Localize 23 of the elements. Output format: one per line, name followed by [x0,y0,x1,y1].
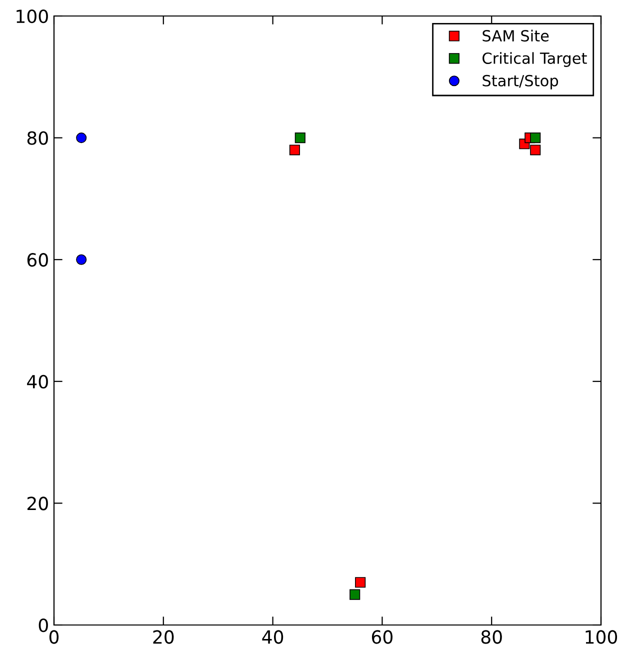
y-tick-label: 0 [38,618,48,632]
legend-label: Start/Stop [482,74,558,90]
point [350,589,360,600]
legend-label: Critical Target [482,52,587,67]
point [76,132,87,144]
y-tick-label: 80 [27,131,48,145]
legend-label: SAM Site [482,30,549,42]
y-tick-label: 20 [27,496,48,510]
point [289,144,300,156]
y-tick-label: 60 [27,253,48,267]
y-tick-label: 40 [27,374,48,389]
x-tick-label: 40 [262,630,284,644]
y-tick-label: 100 [16,9,48,24]
x-tick-label: 100 [586,630,618,644]
x-tick-label: 20 [153,630,174,644]
point [530,132,541,144]
x-tick-label: 80 [481,630,502,644]
point [294,132,306,144]
point [76,254,87,265]
point [355,577,366,588]
x-tick-label: 60 [372,630,392,644]
point [530,144,541,156]
x-tick-label: 0 [49,630,59,644]
